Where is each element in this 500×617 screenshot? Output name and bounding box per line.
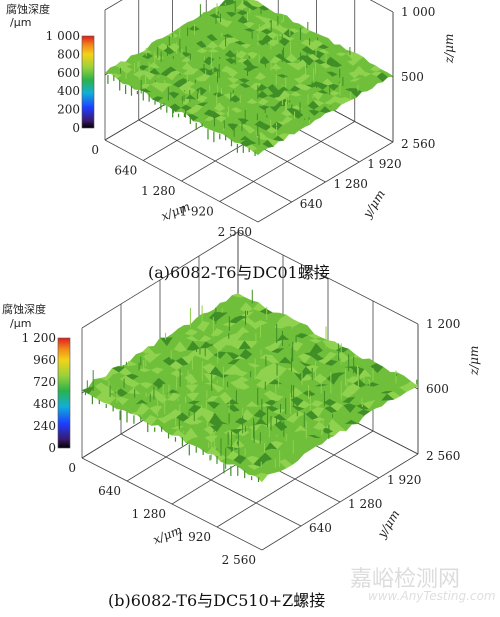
wall-gridline xyxy=(237,231,419,325)
caption-a: (a)6082-T6与DC01螺接 xyxy=(148,263,330,282)
panel-a: 腐蚀深度 /μm 1 000 800 600 400 200 0 0 640 1 280 1 9… xyxy=(6,0,456,282)
y-tick-label: 1 280 xyxy=(348,497,382,511)
watermark: 嘉峪检测网 www.AnyTesting.com xyxy=(350,567,496,603)
colorbar-title: 腐蚀深度 xyxy=(2,302,46,316)
colorbar-tick-label: 960 xyxy=(33,353,56,367)
x-tick-label: 1 920 xyxy=(179,205,213,219)
colorbar-tick-label: 720 xyxy=(33,375,56,389)
x-tick-label: 640 xyxy=(114,164,137,178)
watermark-url: www.AnyTesting.com xyxy=(368,589,496,603)
colorbar-tick-label: 480 xyxy=(33,397,56,411)
colorbar-title: 腐蚀深度 xyxy=(6,2,50,16)
z-axis-label: z/μm xyxy=(442,34,456,65)
x-axis-label: x/μm xyxy=(159,199,192,223)
watermark-text: 嘉峪检测网 xyxy=(350,567,460,592)
y-tick-label: 1 920 xyxy=(387,473,421,487)
caption-b: (b)6082-T6与DC510+Z螺接 xyxy=(108,591,325,610)
y-tick-label: 1 920 xyxy=(367,157,401,171)
z-tick-label: 500 xyxy=(401,70,424,84)
z-tick-label: 1 000 xyxy=(401,5,435,19)
surface-facet xyxy=(254,472,269,483)
colorbar-tick-label: 400 xyxy=(57,84,80,98)
colorbar-unit: /μm xyxy=(10,16,31,29)
colorbar-unit: /μm xyxy=(10,317,31,330)
x-tick-label: 0 xyxy=(91,143,99,157)
colorbar-tick-label: 600 xyxy=(57,66,80,80)
x-tick-label: 640 xyxy=(98,484,121,498)
y-tick-label: 640 xyxy=(309,521,332,535)
z-axis-label: z/μm xyxy=(467,346,481,377)
floor-gridline xyxy=(138,119,292,203)
colorbar-scale xyxy=(81,35,95,129)
y-tick-label: 1 280 xyxy=(334,177,368,191)
panel-a-colorbar: 腐蚀深度 /μm 1 000 800 600 400 200 0 xyxy=(6,2,95,135)
colorbar-scale xyxy=(57,337,71,449)
y-tick-label: 2 560 xyxy=(426,449,460,463)
y-tick-label: 2 560 xyxy=(401,137,435,151)
colorbar-tick-label: 0 xyxy=(48,441,56,455)
colorbar-tick-label: 0 xyxy=(72,121,80,135)
x-tick-label: 2 560 xyxy=(218,225,252,239)
colorbar-tick-label: 200 xyxy=(57,103,80,117)
z-tick-label: 1 200 xyxy=(426,317,460,331)
colorbar-tick-label: 1 200 xyxy=(22,331,56,345)
x-tick-label: 1 280 xyxy=(132,507,166,521)
z-tick-label: 600 xyxy=(426,382,449,396)
panel-b-surface xyxy=(81,289,419,483)
wall-gridline xyxy=(81,231,239,329)
panel-b-colorbar: 腐蚀深度 /μm 1 200 960 720 480 240 0 xyxy=(2,302,71,455)
x-tick-label: 1 920 xyxy=(177,530,211,544)
floor-gridline xyxy=(81,457,263,551)
y-axis-label: y/μm xyxy=(360,187,388,221)
floor-gridline xyxy=(104,139,259,223)
y-axis-label: y/μm xyxy=(374,507,402,541)
colorbar-tick-label: 240 xyxy=(33,419,56,433)
floor-gridline xyxy=(120,433,302,527)
surface-facet xyxy=(251,149,264,156)
x-tick-label: 1 280 xyxy=(141,184,175,198)
x-tick-label: 0 xyxy=(68,461,76,475)
y-tick-label: 640 xyxy=(300,197,323,211)
colorbar-tick-label: 800 xyxy=(57,47,80,61)
colorbar-tick-label: 1 000 xyxy=(46,29,80,43)
x-tick-label: 2 560 xyxy=(222,553,256,567)
panel-b: 腐蚀深度 /μm 1 200 960 720 480 240 0 0 640 1 280 1 9… xyxy=(2,231,481,610)
panel-a-surface xyxy=(104,0,394,157)
